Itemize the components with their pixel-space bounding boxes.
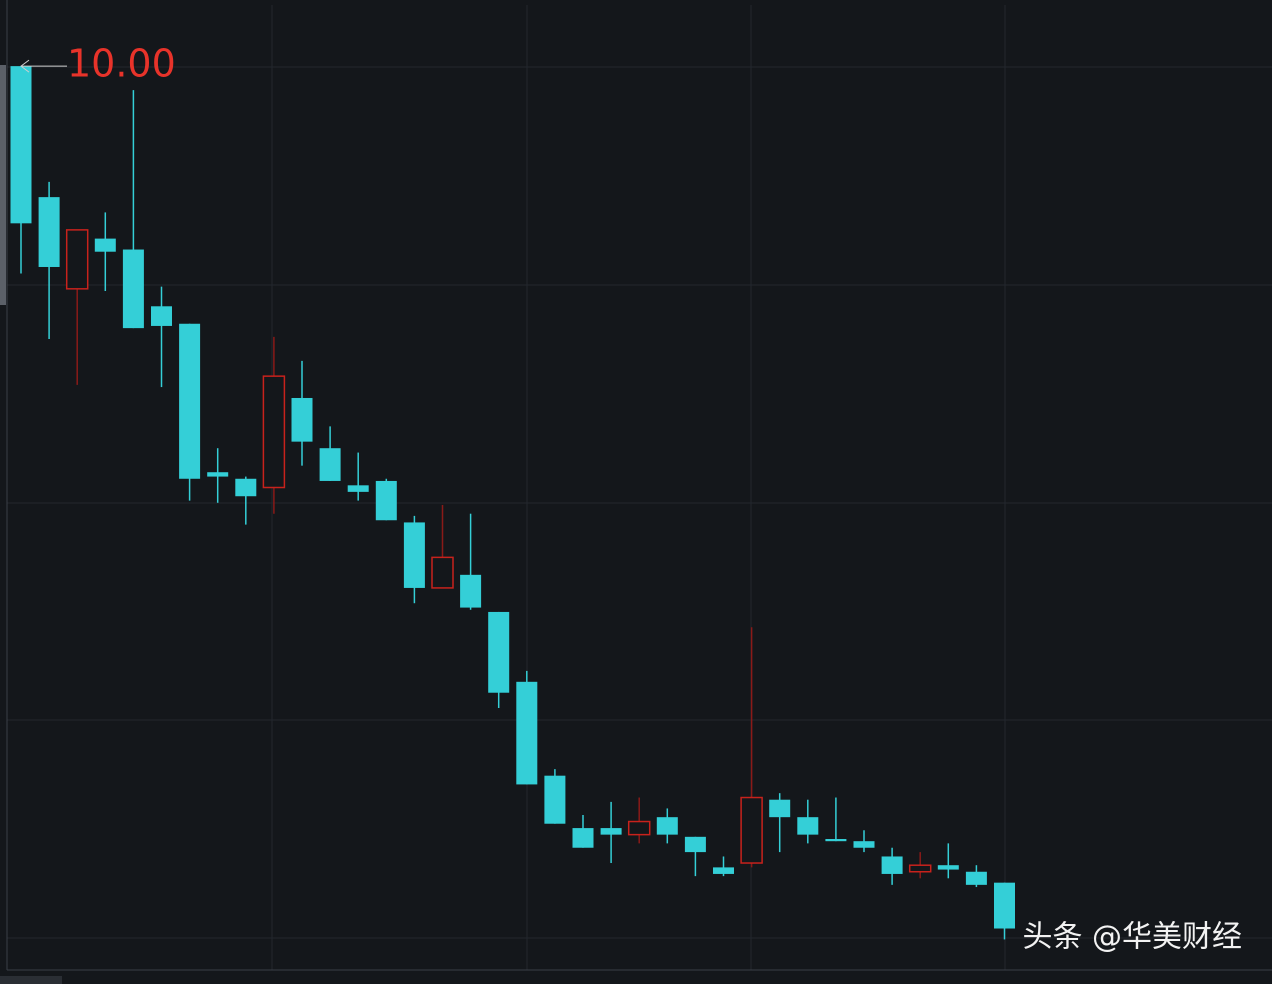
candle-body: [38, 197, 60, 267]
candle-body: [151, 306, 172, 326]
candle-body: [600, 828, 622, 835]
watermark: 头条 @华美财经: [1022, 920, 1242, 955]
candle-body: [627, 820, 651, 836]
candle-body: [881, 856, 903, 874]
candle-body: [65, 229, 89, 290]
candle-body: [319, 448, 341, 481]
candle-body: [431, 556, 454, 589]
candle-body: [179, 323, 201, 479]
candle-body: [235, 478, 257, 497]
scrollbar: [0, 976, 62, 984]
candle-body: [769, 799, 791, 818]
candle-body: [94, 238, 116, 252]
candle-body: [460, 574, 482, 608]
candle-body: [544, 775, 566, 824]
candle-body: [403, 522, 425, 588]
candle-body: [572, 828, 594, 848]
candle-body: [347, 485, 369, 492]
candle-body: [740, 796, 763, 864]
candle-body: [516, 681, 538, 785]
candle-body: [375, 480, 397, 521]
candle-body: [797, 817, 819, 835]
candle-body: [656, 817, 678, 835]
candle-body: [994, 882, 1015, 929]
candle-body: [713, 867, 734, 874]
candle-body: [825, 839, 847, 842]
candle-body: [965, 871, 987, 885]
candle-body: [937, 865, 959, 870]
candle-body: [853, 841, 875, 848]
scrollbar: [0, 65, 6, 305]
candle-body: [262, 375, 286, 489]
annotation: 10.00: [67, 42, 176, 86]
candle-body: [684, 836, 706, 853]
annotation-arrow: [20, 59, 30, 73]
candles: [10, 66, 1015, 940]
candle-body: [122, 249, 144, 329]
candle-body: [291, 397, 313, 442]
candle-body: [908, 864, 932, 873]
candle-body: [207, 472, 229, 477]
candle-body: [10, 66, 32, 224]
candle-body: [488, 611, 510, 693]
